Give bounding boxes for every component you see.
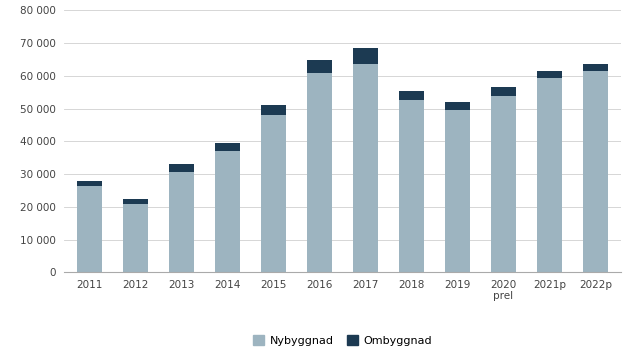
Bar bbox=[169, 172, 194, 272]
Bar bbox=[214, 143, 240, 151]
Bar bbox=[537, 71, 562, 77]
Legend: Nybyggnad, Ombyggnad: Nybyggnad, Ombyggnad bbox=[253, 335, 432, 346]
Bar bbox=[260, 115, 286, 272]
Bar bbox=[307, 73, 332, 272]
Bar bbox=[491, 96, 516, 272]
Bar bbox=[77, 181, 102, 186]
Bar bbox=[353, 48, 378, 65]
Bar bbox=[445, 102, 470, 110]
Bar bbox=[260, 105, 286, 115]
Bar bbox=[169, 164, 194, 172]
Bar bbox=[399, 91, 424, 101]
Bar bbox=[491, 87, 516, 96]
Bar bbox=[307, 60, 332, 73]
Bar bbox=[583, 71, 608, 272]
Bar bbox=[583, 65, 608, 71]
Bar bbox=[445, 110, 470, 272]
Bar bbox=[399, 101, 424, 272]
Bar bbox=[353, 65, 378, 272]
Bar bbox=[123, 203, 148, 272]
Bar bbox=[537, 77, 562, 272]
Bar bbox=[77, 186, 102, 272]
Bar bbox=[214, 151, 240, 272]
Bar bbox=[123, 199, 148, 203]
